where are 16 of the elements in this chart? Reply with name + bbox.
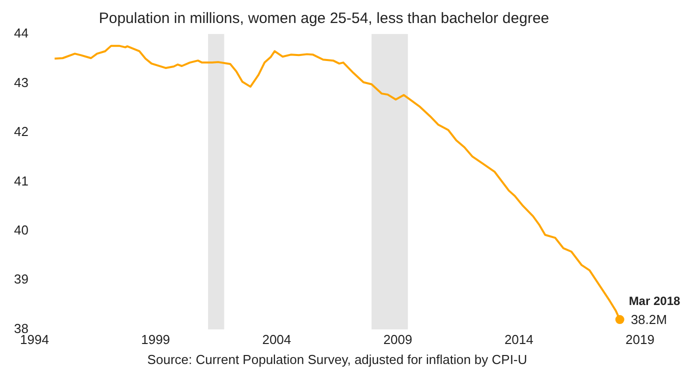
y-tick-label: 39 (14, 272, 28, 287)
y-tick-label: 42 (14, 124, 28, 140)
y-tick-label: 38 (14, 320, 28, 336)
annotation: Mar 2018 (628, 294, 681, 308)
data-label: 38.2M (630, 312, 667, 328)
chart-title: Population in millions, women age 25-54, less than bachelor degree (98, 10, 550, 28)
x-tick-label: 2009 (383, 332, 412, 347)
source-note: Source: Current Population Survey, adjusted for inflation by CPI-U (147, 352, 528, 368)
x-tick-label: 1999 (141, 332, 170, 347)
y-tick-label: 43 (14, 74, 28, 90)
x-tick-label: 2019 (626, 332, 654, 347)
y-tick-label: 41 (14, 173, 28, 188)
y-tick-label: 40 (14, 222, 28, 238)
x-tick-label: 2004 (262, 332, 292, 347)
y-tick-label: 44 (14, 26, 28, 41)
x-tick-label: 2014 (504, 332, 534, 347)
